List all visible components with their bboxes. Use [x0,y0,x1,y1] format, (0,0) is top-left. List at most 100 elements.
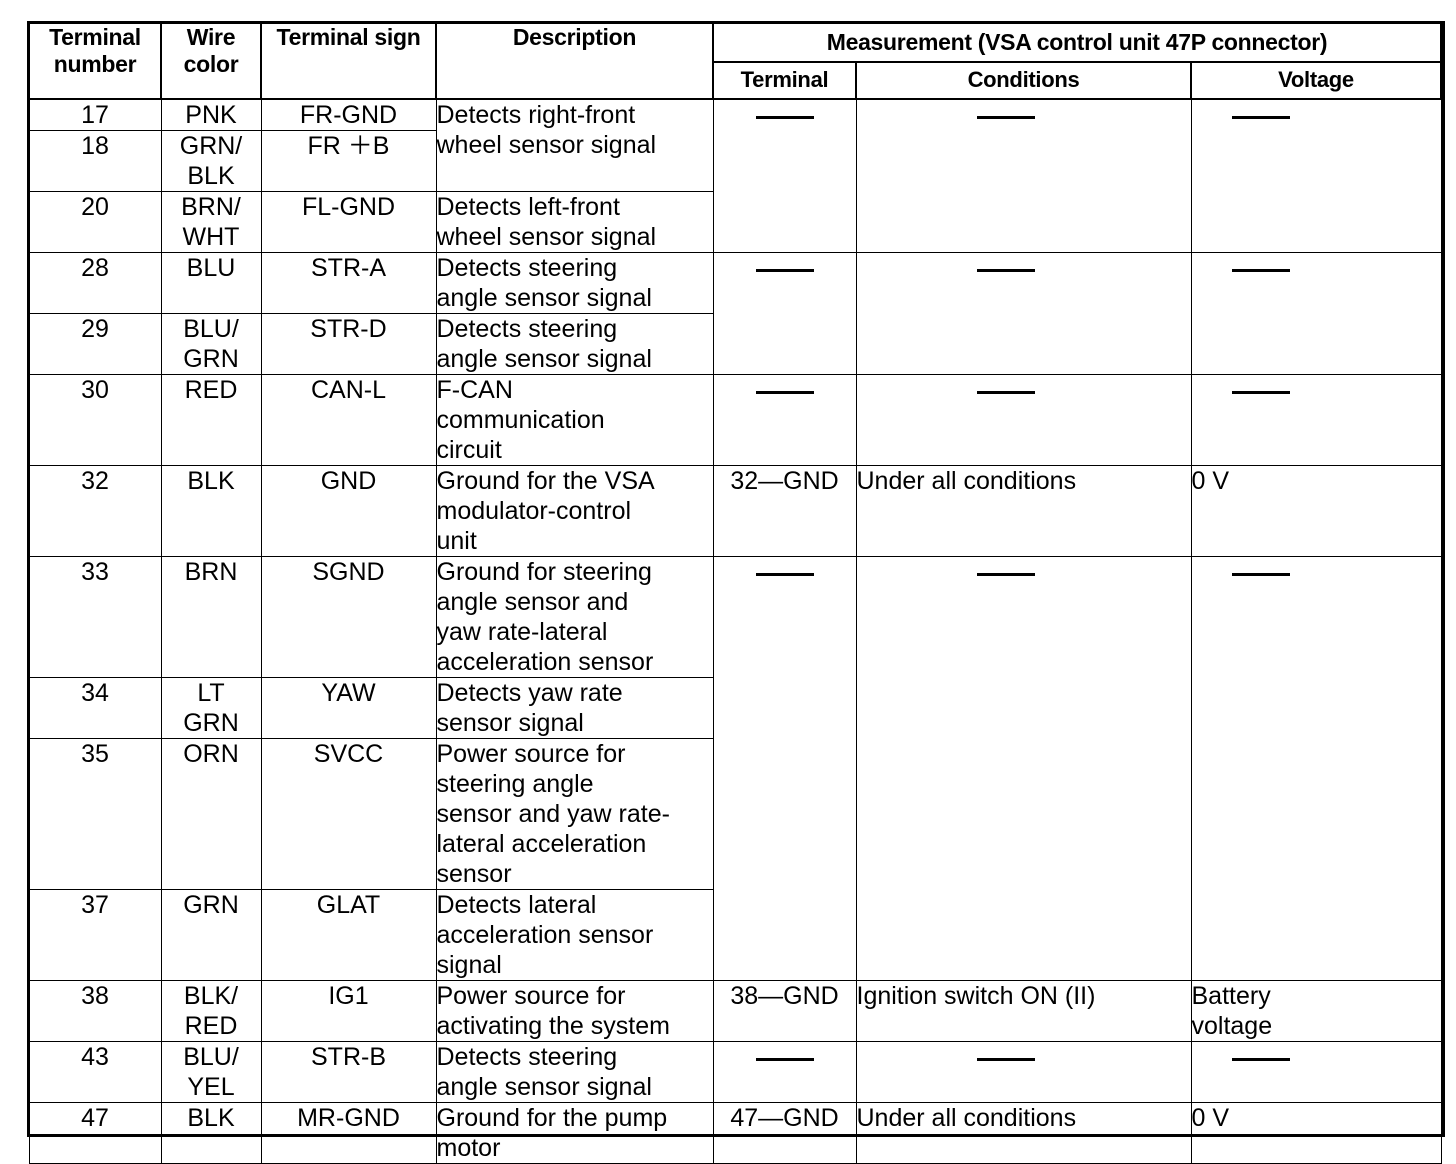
description-line: signal [436,951,502,979]
description-line: angle sensor signal [436,345,652,373]
wire-color-line: PNK [185,101,237,129]
description-line: Detects lateral [436,891,597,919]
description-line: yaw rate-lateral [436,618,608,646]
col-header-measurement-conditions: Conditions [855,61,1192,100]
cell-terminal-number: 37 [28,889,162,981]
cell-measurement-terminal: 47—GND [712,1102,857,1164]
cell-measurement-voltage: Battery voltage [1190,980,1442,1042]
cell-wire-color: BLK/RED [160,980,262,1042]
description-line: acceleration sensor [436,921,654,949]
cell-measurement-conditions: Under all conditions [855,1102,1192,1164]
wire-color-line: GRN/ [179,132,243,160]
cell-description: Power source for activating the system [435,980,714,1042]
cell-measurement-voltage [1190,98,1442,253]
description-line: acceleration sensor [436,648,654,676]
table-row: 47 BLK MR-GND Ground for the pump motor 47—GN… [28,1102,1442,1164]
voltage-line: Battery [1191,982,1271,1010]
cell-terminal-number: 47 [28,1102,162,1164]
header-row-1: Terminal number Wire color Terminal sign… [28,22,1442,100]
wire-color-line: BLU [186,254,236,282]
cell-description: Ground for steering angle sensor and yaw r… [435,556,714,678]
cell-description: Detects lateral acceleration sensor signal [435,889,714,981]
cell-terminal-number: 29 [28,313,162,375]
cell-description: Detects steering angle sensor signal [435,313,714,375]
description-line: wheel sensor signal [436,131,657,159]
table-row: 28 BLU STR-A Detects steering angle sensor s… [28,252,1442,375]
no-measurement-dash [1231,116,1290,119]
cell-wire-color: BRN [160,556,262,678]
cell-terminal-number: 28 [28,252,162,314]
description-line: sensor and yaw rate- [436,800,670,828]
cell-terminal-sign: STR-A [260,252,437,314]
description-line: Detects left-front [436,193,620,221]
cell-terminal-number: 34 [28,677,162,739]
cell-terminal-sign: YAW [260,677,437,739]
description-line: steering angle [436,770,594,798]
wire-color-line: GRN [183,345,239,373]
description-line: unit [436,527,477,555]
cell-wire-color: BLK [160,1102,262,1164]
cell-description: Detects left-front wheel sensor signal [435,191,714,253]
col-header-measurement-group: Measurement (VSA control unit 47P connec… [712,22,1442,63]
cell-measurement-conditions: Ignition switch ON (II) [855,980,1192,1042]
table-body: 17 PNK FR-GND Detects right-front wheel sens… [28,98,1442,1164]
table-row: 33 BRN SGND Ground for steering angle sensor… [28,556,1442,981]
cell-wire-color: BRN/WHT [160,191,262,253]
description-line: Detects yaw rate [436,679,623,707]
cell-measurement-terminal [712,1041,857,1103]
cell-wire-color: LT GRN [160,677,262,739]
wire-color-line: RED [184,1012,238,1040]
cell-wire-color: ORN [160,738,262,890]
cell-wire-color: BLU/YEL [160,1041,262,1103]
wire-color-line: BRN [184,558,238,586]
cell-measurement-voltage [1190,1041,1442,1103]
wire-color-line: BLU/ [183,1043,239,1071]
cell-description: Ground for the VSA modulator-control unit [435,465,714,557]
wire-color-line: RED [184,376,238,404]
wire-color-line: YEL [187,1073,235,1101]
cell-measurement-terminal: 38—GND [712,980,857,1042]
cell-terminal-sign: FL-GND [260,191,437,253]
terminal-number-line2: number [53,51,137,77]
table-row: 30 RED CAN-L F-CAN communication circuit [28,374,1442,466]
cell-terminal-number: 33 [28,556,162,678]
cell-wire-color: BLU/GRN [160,313,262,375]
no-measurement-dash [1231,1058,1290,1061]
cell-wire-color: RED [160,374,262,466]
no-measurement-dash [976,116,1035,119]
wire-color-line: BLU/ [183,315,239,343]
cell-terminal-sign: FR ＋B [260,130,437,192]
cell-description: Detects steering angle sensor signal [435,1041,714,1103]
description-line: Detects right-front [436,101,636,129]
cell-measurement-terminal [712,252,857,375]
wire-color-line: BRN/ [181,193,241,221]
cell-measurement-voltage [1190,252,1442,375]
cell-terminal-number: 30 [28,374,162,466]
cell-terminal-sign: GLAT [260,889,437,981]
header-row-2: Terminal Conditions Voltage [29,61,1442,100]
cell-terminal-number: 18 [28,130,162,192]
col-header-description: Description [435,22,714,100]
description-line: angle sensor signal [436,1073,652,1101]
cell-terminal-number: 32 [28,465,162,557]
table-header: Terminal number Wire color Terminal sign… [28,22,1442,100]
description-line: Detects steering [436,254,618,282]
wire-color-line: BLK [187,1104,235,1132]
cell-measurement-terminal [712,374,857,466]
cell-measurement-conditions [855,1041,1192,1103]
description-line: sensor [436,860,512,888]
cell-measurement-voltage: 0 V [1190,465,1442,557]
table-row: 35 ORN SVCC Power source for steering angle s… [28,738,1441,890]
cell-terminal-sign: MR-GND [260,1102,437,1164]
cell-wire-color: PNK [160,98,262,131]
description-line: motor [436,1134,501,1162]
cell-description: Detects right-front wheel sensor signal [435,98,714,192]
cell-measurement-terminal [712,98,857,253]
description-line: Detects steering [436,1043,618,1071]
description-line: Ground for steering [436,558,652,586]
no-measurement-dash [755,116,814,119]
cell-terminal-sign: FR-GND [260,98,437,131]
no-measurement-dash [755,1058,814,1061]
cell-measurement-conditions [855,374,1192,466]
